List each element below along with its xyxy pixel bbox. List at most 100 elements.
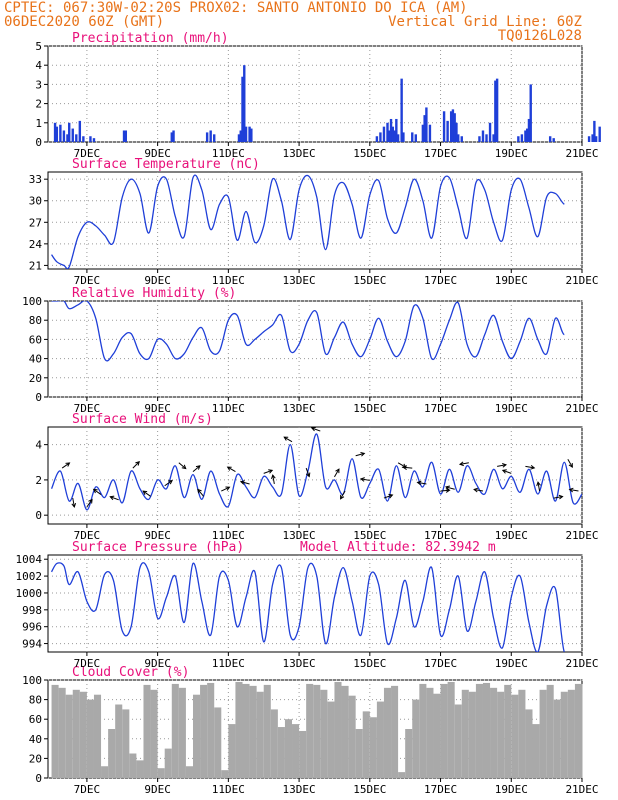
cloud-cover-bar	[207, 682, 215, 778]
x-tick-label: 11DEC	[212, 657, 245, 670]
wind-arrow-head	[92, 488, 98, 494]
x-tick-label: 7DEC	[74, 402, 101, 415]
temp-series-line	[51, 174, 565, 269]
cloud-cover-bar	[228, 724, 236, 778]
x-tick-label: 21DEC	[565, 783, 598, 796]
wind-arrow-head	[195, 465, 201, 470]
x-tick-label: 11DEC	[212, 402, 245, 415]
wind-arrow-head	[335, 468, 340, 474]
y-tick-label: 100	[22, 674, 42, 687]
cloud-cover-bar	[327, 701, 335, 778]
precip-bar	[89, 136, 92, 142]
cloud-cover-bar	[214, 707, 222, 778]
x-tick-label: 9DEC	[144, 657, 171, 670]
panel-wind: 0 2 4 7DEC 9DEC 11DEC 13DEC 15DEC 17DEC 19DEC 21DE…	[35, 426, 599, 542]
precip-bar	[492, 134, 495, 142]
precip-bar	[59, 124, 62, 142]
x-tick-label: 15DEC	[353, 657, 386, 670]
cloud-cover-bar	[178, 687, 186, 778]
wind-arrow	[272, 475, 275, 485]
precip-bar	[393, 130, 396, 142]
x-tick-label: 7DEC	[74, 529, 101, 542]
precip-bar	[411, 132, 414, 142]
wind-arrow-head	[473, 487, 479, 493]
precip-bar	[421, 124, 425, 142]
wind-arrow	[263, 469, 273, 474]
wind-arrow-head	[168, 479, 173, 485]
wind-arrow-head	[558, 494, 564, 500]
precip-bar	[68, 122, 71, 142]
cloud-cover-bar	[539, 689, 547, 778]
wind-arrow-head	[530, 465, 536, 470]
wind-arrow	[440, 489, 450, 492]
precip-bar	[78, 120, 82, 142]
cloud-cover-bar	[86, 699, 94, 778]
model-altitude-label: Model Altitude: 82.3942 m	[300, 540, 496, 555]
precip-bar	[244, 126, 248, 142]
cloud-cover-bar	[383, 687, 392, 778]
cloud-cover-bar	[51, 684, 59, 778]
wind-arrow	[61, 462, 70, 469]
cloud-cover-bar	[242, 683, 250, 778]
precip-bar	[455, 122, 458, 142]
cloud-cover-bar	[454, 704, 462, 778]
panel-title-humidity: Relative Humidity (%)	[72, 286, 236, 301]
cloud-cover-bar	[108, 729, 116, 778]
precip-bar	[478, 136, 481, 142]
precip-bar	[481, 130, 485, 142]
cloud-cover-bar	[546, 684, 554, 778]
y-tick-label: 20	[29, 752, 42, 765]
wind-arrow-head	[501, 469, 507, 474]
wind-arrow	[497, 464, 507, 467]
cloud-cover-bar	[560, 691, 568, 778]
y-tick-label: 27	[29, 216, 42, 229]
cloud-cover-bar	[475, 683, 483, 778]
header-grid-line: Vertical Grid Line: 60Z	[388, 14, 582, 30]
precip-bar	[587, 136, 591, 142]
cloud-cover-bar	[200, 684, 208, 778]
y-tick-label: 1004	[16, 553, 43, 566]
precip-bar	[395, 118, 398, 142]
rh-series-line	[51, 301, 565, 362]
y-tick-label: 1002	[16, 570, 43, 583]
cloud-cover-bar	[249, 685, 257, 778]
cloud-cover-bar	[497, 691, 505, 778]
panel-cloud: 0 20 40 60 80 100 7DEC 9DEC 11DEC 13DEC 15DEC 17DEC…	[22, 674, 598, 796]
cloud-cover-bar	[482, 682, 491, 778]
cloud-cover-bar	[334, 681, 342, 778]
wind-arrow	[403, 466, 413, 469]
x-tick-label: 21DEC	[565, 402, 598, 415]
y-tick-label: 100	[22, 295, 42, 308]
x-tick-label: 7DEC	[74, 147, 101, 160]
x-tick-label: 21DEC	[565, 274, 598, 287]
wind-arrow	[132, 461, 140, 469]
x-tick-label: 17DEC	[424, 147, 457, 160]
precip-bar	[488, 122, 492, 142]
cloud-cover-bar	[532, 724, 540, 778]
panel-temp: 21 24 27 30 33 7DEC 9DEC 11DEC 13DEC 15DEC 17DEC 19…	[29, 171, 599, 287]
precip-bar	[92, 138, 96, 142]
wind-arrow	[197, 489, 204, 497]
x-tick-label: 11DEC	[212, 274, 245, 287]
cloud-cover-bar	[461, 689, 469, 778]
precip-bar	[205, 132, 209, 142]
wind-arrow-head	[502, 463, 508, 468]
x-tick-label: 21DEC	[565, 657, 598, 670]
header-location: CPTEC: 067:30W-02:20S PROX02: SANTO ANTO…	[4, 0, 468, 16]
cloud-cover-bar	[263, 684, 271, 778]
precip-bar	[485, 134, 488, 142]
wind-arrow-head	[568, 463, 573, 468]
cloud-cover-bar	[284, 719, 293, 778]
panel-rh: 0 20 40 60 80 100 7DEC 9DEC 11DEC 13DEC 15DEC 17DEC…	[22, 295, 598, 415]
precip-bar	[382, 126, 386, 142]
y-tick-label: 0	[35, 391, 42, 404]
precip-bar	[124, 130, 128, 142]
wind-arrow-head	[360, 451, 366, 457]
x-tick-label: 17DEC	[424, 402, 457, 415]
cloud-cover-bar	[369, 717, 377, 778]
header-model: TQ0126L028	[498, 28, 582, 44]
wind-arrow	[178, 462, 187, 469]
wind-arrow-head	[65, 462, 71, 467]
